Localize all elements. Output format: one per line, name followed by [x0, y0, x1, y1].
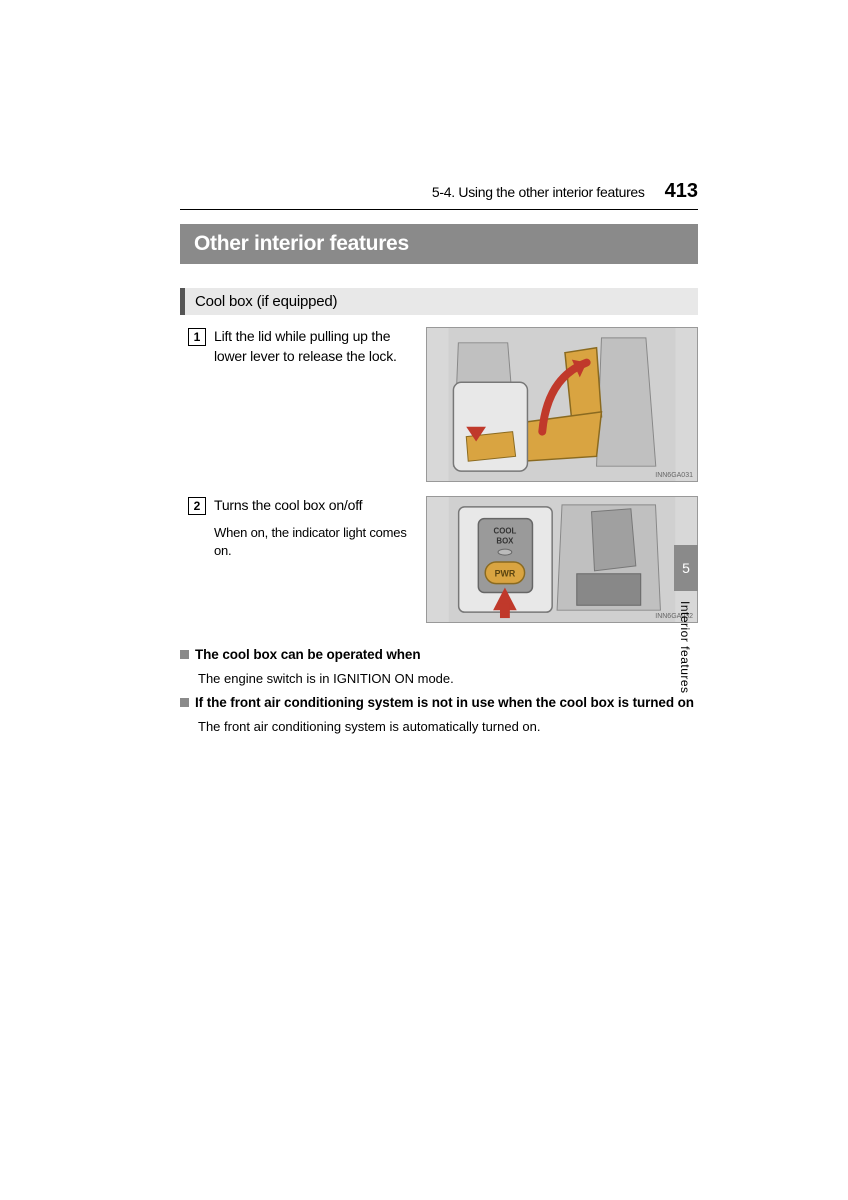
pwr-label: PWR	[495, 569, 516, 579]
page-title: Other interior features	[180, 224, 698, 264]
page-number: 413	[665, 180, 698, 203]
note-marker-icon	[180, 650, 189, 659]
coolbox-label: COOL	[494, 526, 517, 535]
chapter-label: Interior features	[674, 591, 696, 704]
step-number: 1	[188, 328, 206, 346]
step-number: 2	[188, 497, 206, 515]
step-subtext: When on, the indicator light comes on.	[214, 524, 412, 560]
note-item: If the front air conditioning system is …	[180, 693, 698, 713]
coolbox-label: BOX	[496, 536, 514, 545]
note-title: The cool box can be operated when	[195, 647, 421, 662]
coolbox-button-illustration: COOL BOX PWR	[427, 497, 697, 622]
note-body: The engine switch is in IGNITION ON mode…	[198, 669, 698, 689]
note-item: The cool box can be operated when	[180, 645, 698, 665]
coolbox-open-illustration	[427, 328, 697, 481]
breadcrumb: 5-4. Using the other interior features	[432, 184, 645, 200]
page-header: 5-4. Using the other interior features 4…	[180, 180, 698, 210]
side-tab: 5 Interior features	[674, 545, 698, 704]
illustration-2: COOL BOX PWR INN6GA032	[426, 496, 698, 623]
note-marker-icon	[180, 698, 189, 707]
chapter-number: 5	[674, 545, 698, 591]
notes-section: The cool box can be operated when The en…	[180, 645, 698, 737]
image-caption: INN6GA031	[655, 472, 693, 479]
step-text: Lift the lid while pulling up the lower …	[214, 327, 412, 366]
subsection-title: Cool box (if equipped)	[180, 288, 698, 315]
note-body: The front air conditioning system is aut…	[198, 717, 698, 737]
step-text: Turns the cool box on/off	[214, 496, 412, 516]
step-item: 2 Turns the cool box on/off When on, the…	[188, 496, 698, 623]
note-title: If the front air conditioning system is …	[195, 695, 694, 710]
step-item: 1 Lift the lid while pulling up the lowe…	[188, 327, 698, 482]
illustration-1: INN6GA031	[426, 327, 698, 482]
